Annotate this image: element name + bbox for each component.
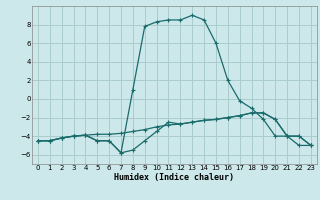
X-axis label: Humidex (Indice chaleur): Humidex (Indice chaleur) xyxy=(115,173,234,182)
